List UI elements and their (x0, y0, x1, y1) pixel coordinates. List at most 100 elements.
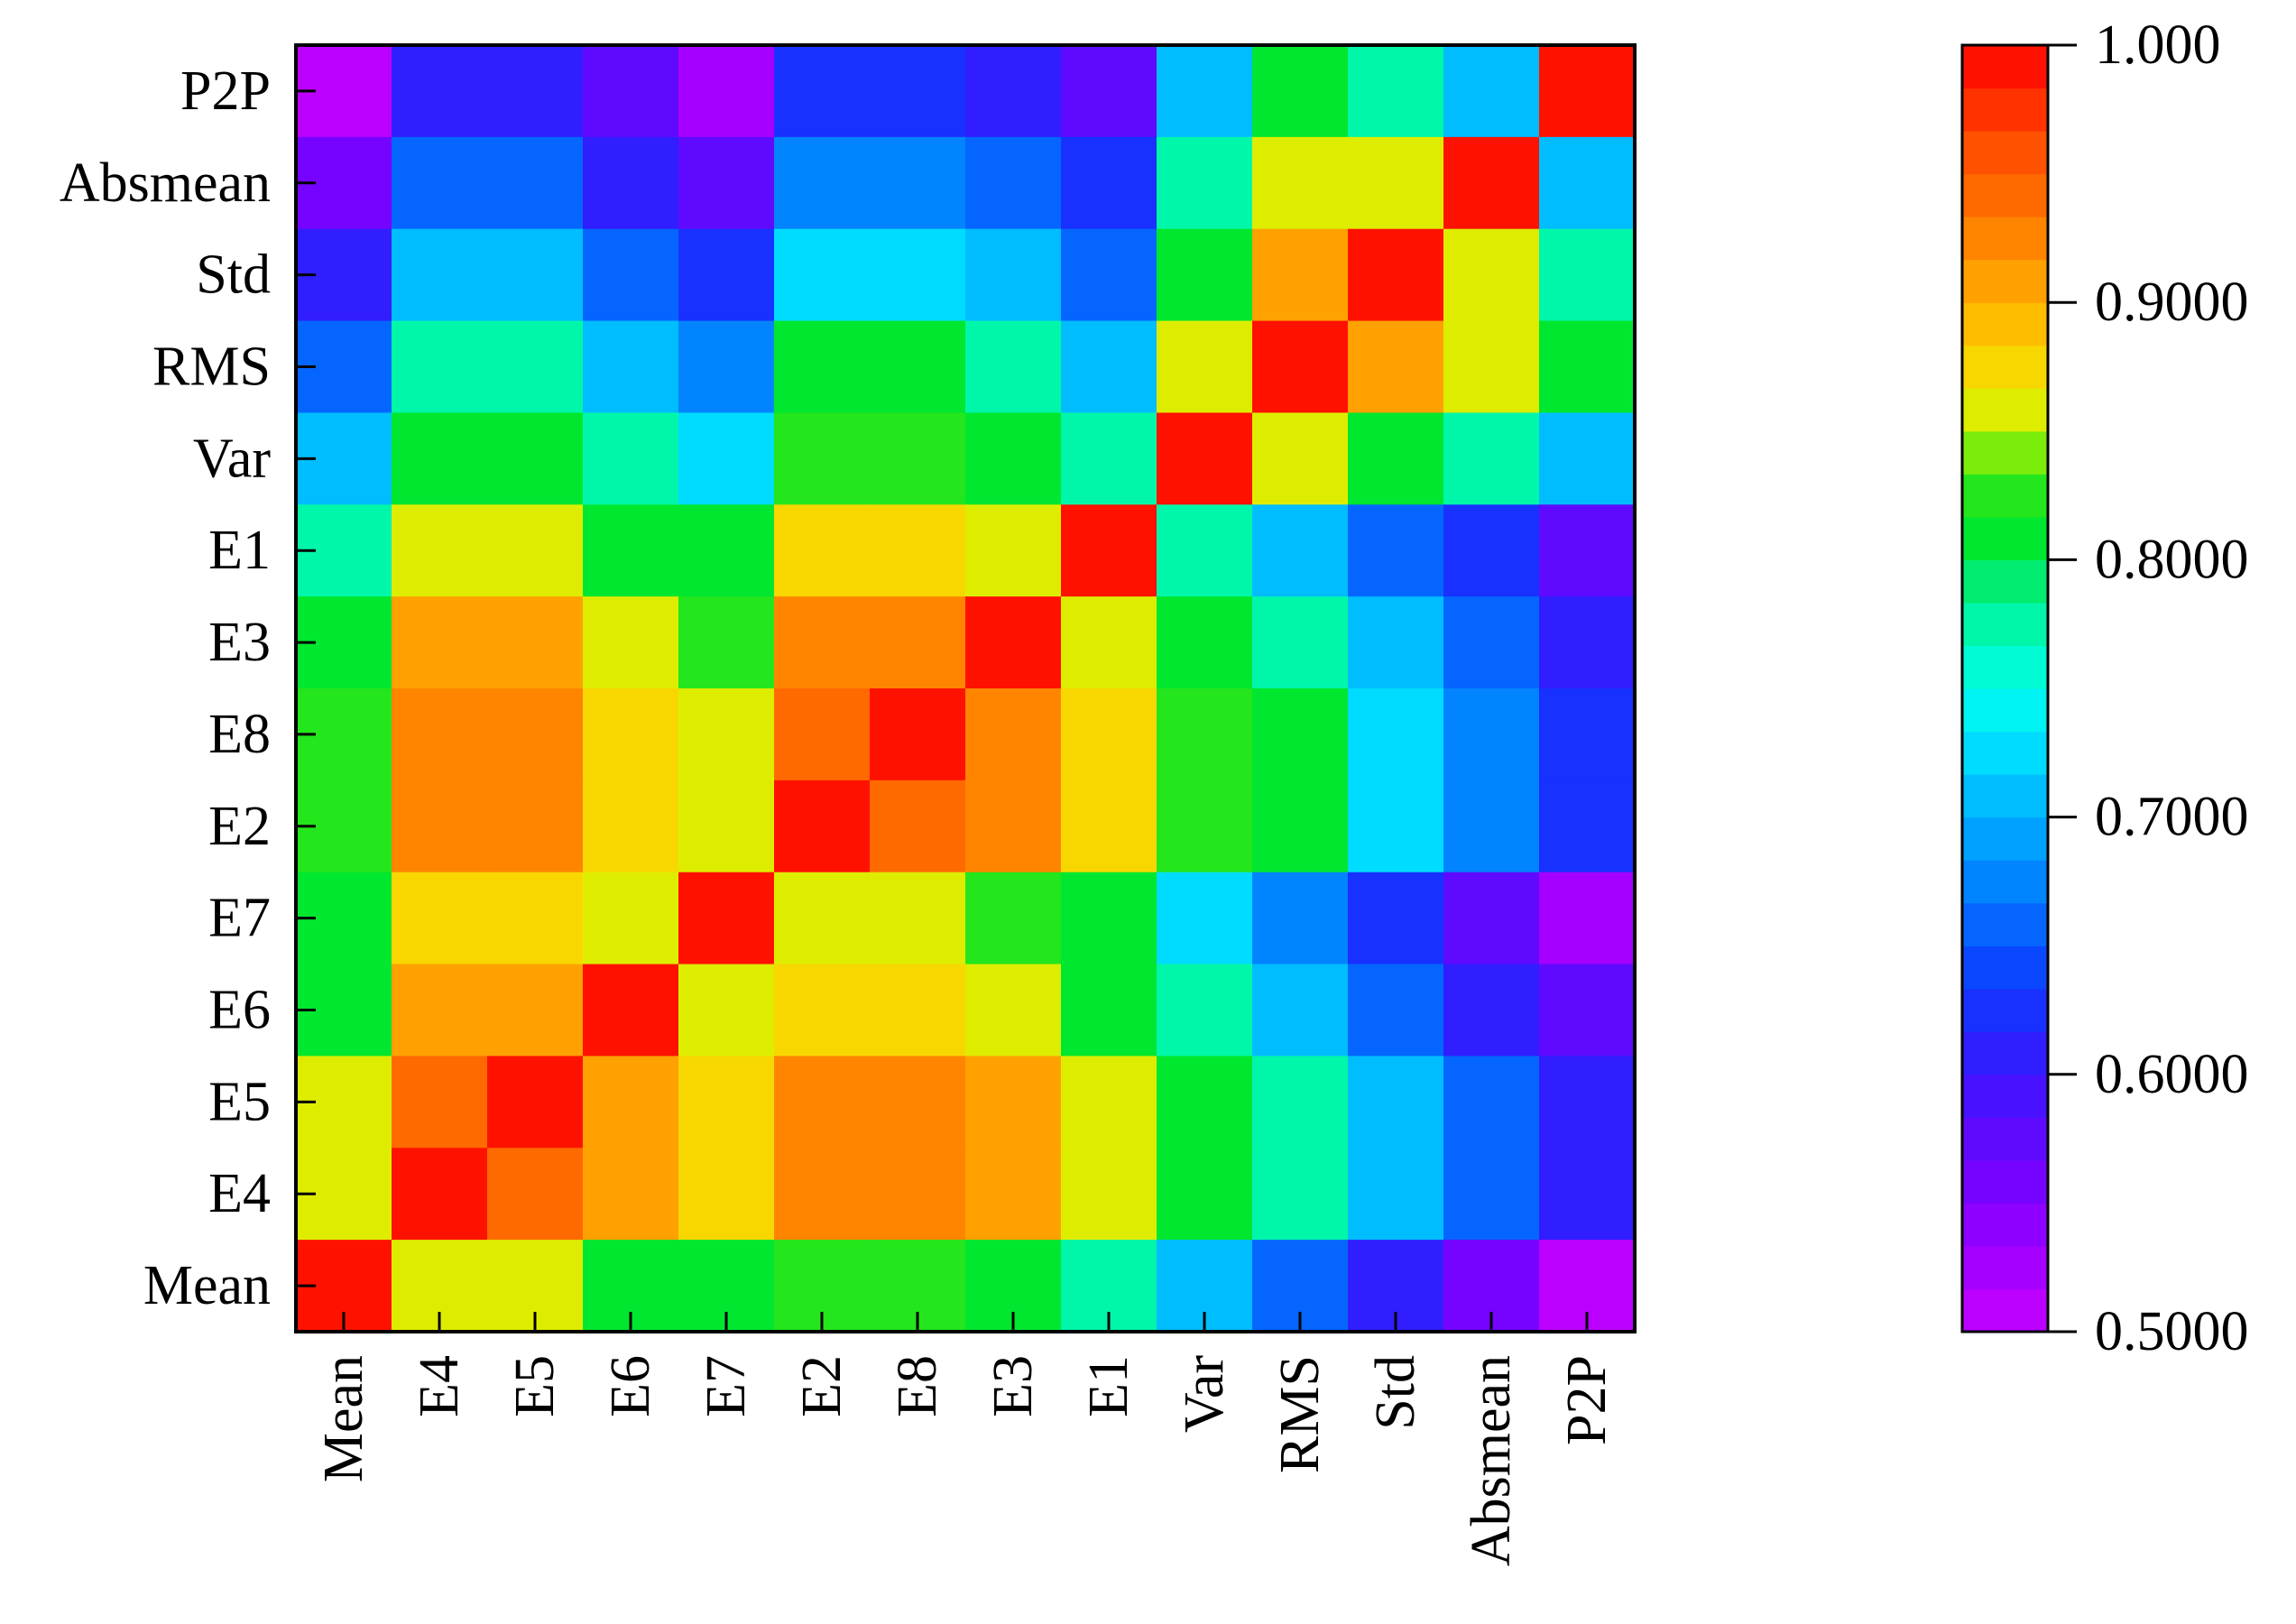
heatmap-cell-E4-E3 (965, 1148, 1062, 1241)
y-axis-ticks: P2P Absmean Std RMS Var E1 E3 E8 E2 E7 E6 E5 E4 Mean (60, 60, 316, 1316)
heatmap-cell-Absmean-E5 (487, 136, 584, 230)
colorbar-segment (1962, 345, 2048, 389)
heatmap-cell-Std-P2P (1539, 228, 1636, 322)
y-tick-label: E8 (208, 704, 271, 765)
heatmap-cell-E1-E8 (870, 504, 966, 597)
heatmap-cell-E5-E1 (1061, 1056, 1157, 1149)
y-tick-label: E4 (208, 1163, 271, 1224)
heatmap-cell-Std-Absmean (1443, 228, 1540, 322)
heatmap-cell-E2-E7 (678, 780, 775, 873)
heatmap-cell-E8-E3 (965, 688, 1062, 781)
heatmap-cell-E2-Std (1348, 780, 1444, 873)
heatmap-cell-E5-E4 (392, 1056, 488, 1149)
heatmap-cell-P2P-Var (1157, 45, 1253, 138)
heatmap-cell-Var-RMS (1252, 412, 1349, 505)
heatmap-cell-E6-Std (1348, 964, 1444, 1057)
heatmap-cell-E2-Absmean (1443, 780, 1540, 873)
heatmap-cell-E4-Var (1157, 1148, 1253, 1241)
y-tick-label: E5 (208, 1071, 271, 1132)
heatmap-cell-E4-E6 (583, 1148, 679, 1241)
heatmap-cell-Std-Std (1348, 228, 1444, 322)
heatmap-cell-E4-E8 (870, 1148, 966, 1241)
colorbar-tick-label: 0.7000 (2095, 787, 2249, 848)
colorbar-segment (1962, 259, 2048, 303)
heatmap-cell-E7-E8 (870, 872, 966, 965)
heatmap-cell-E2-E5 (487, 780, 584, 873)
heatmap-cell-RMS-E2 (774, 320, 871, 414)
heatmap-cells (296, 45, 1636, 1333)
heatmap-cell-E4-E4 (392, 1148, 488, 1241)
heatmap-cell-RMS-E4 (392, 320, 488, 414)
heatmap-cell-E6-RMS (1252, 964, 1349, 1057)
heatmap-cell-E2-E6 (583, 780, 679, 873)
y-tick-label: E7 (208, 888, 271, 949)
heatmap-cell-E3-E5 (487, 596, 584, 689)
heatmap-cell-P2P-E1 (1061, 45, 1157, 138)
heatmap-cell-P2P-E7 (678, 45, 775, 138)
heatmap-cell-Std-E2 (774, 228, 871, 322)
heatmap-cell-E2-E8 (870, 780, 966, 873)
colorbar-segment (1962, 1031, 2048, 1075)
heatmap-cell-RMS-E6 (583, 320, 679, 414)
heatmap-cell-E6-E3 (965, 964, 1062, 1057)
colorbar-segment (1962, 774, 2048, 818)
heatmap-cell-E7-P2P (1539, 872, 1636, 965)
x-tick-label: E5 (504, 1355, 566, 1417)
heatmap-cell-E8-E5 (487, 688, 584, 781)
heatmap-cell-E2-E2 (774, 780, 871, 873)
heatmap-cell-E1-Var (1157, 504, 1253, 597)
heatmap-cell-E3-E6 (583, 596, 679, 689)
heatmap-cell-E5-Absmean (1443, 1056, 1540, 1149)
heatmap-cell-E3-RMS (1252, 596, 1349, 689)
heatmap-cell-RMS-RMS (1252, 320, 1349, 414)
heatmap-cell-E3-E3 (965, 596, 1062, 689)
x-tick-label: E6 (600, 1355, 661, 1417)
heatmap-cell-E7-E2 (774, 872, 871, 965)
colorbar: 1.000 0.9000 0.8000 0.7000 0.6000 0.5000 (1960, 14, 2249, 1362)
colorbar-segment (1962, 988, 2048, 1032)
heatmap-cell-P2P-E3 (965, 45, 1062, 138)
colorbar-segment (1962, 302, 2048, 346)
heatmap-cell-Std-RMS (1252, 228, 1349, 322)
heatmap-cell-Var-E3 (965, 412, 1062, 505)
heatmap-cell-RMS-Absmean (1443, 320, 1540, 414)
heatmap-cell-P2P-E5 (487, 45, 584, 138)
heatmap-cell-Absmean-Std (1348, 136, 1444, 230)
heatmap-cell-E1-E7 (678, 504, 775, 597)
colorbar-segment (1962, 731, 2048, 775)
heatmap-cell-Std-E5 (487, 228, 584, 322)
heatmap-cell-E1-RMS (1252, 504, 1349, 597)
y-tick-label: Var (193, 428, 271, 489)
heatmap-cell-E3-E4 (392, 596, 488, 689)
heatmap-cell-RMS-E5 (487, 320, 584, 414)
heatmap-cell-RMS-P2P (1539, 320, 1636, 414)
heatmap-cell-Absmean-Var (1157, 136, 1253, 230)
heatmap-cell-E8-Var (1157, 688, 1253, 781)
heatmap-cell-E4-Std (1348, 1148, 1444, 1241)
heatmap-cell-E7-E6 (583, 872, 679, 965)
heatmap-cell-E5-P2P (1539, 1056, 1636, 1149)
heatmap-cell-E8-E2 (774, 688, 871, 781)
heatmap-cell-E7-E5 (487, 872, 584, 965)
colorbar-segment (1962, 1245, 2048, 1290)
y-tick-label: Mean (143, 1255, 271, 1316)
heatmap-cell-P2P-RMS (1252, 45, 1349, 138)
heatmap-cell-E5-RMS (1252, 1056, 1349, 1149)
heatmap-cell-Absmean-E3 (965, 136, 1062, 230)
heatmap-cell-P2P-Std (1348, 45, 1444, 138)
heatmap-cell-E8-Absmean (1443, 688, 1540, 781)
heatmap-cell-P2P-P2P (1539, 45, 1636, 138)
colorbar-segment (1962, 645, 2048, 689)
plot-frame (294, 43, 1637, 1333)
heatmap-cell-RMS-Std (1348, 320, 1444, 414)
y-tick-label: P2P (180, 60, 271, 122)
heatmap-cell-E3-P2P (1539, 596, 1636, 689)
heatmap-cell-E1-E5 (487, 504, 584, 597)
heatmap-cell-E6-Var (1157, 964, 1253, 1057)
heatmap-cell-E2-Var (1157, 780, 1253, 873)
colorbar-segment (1962, 1159, 2048, 1204)
heatmap-cell-E1-E3 (965, 504, 1062, 597)
heatmap-cell-E3-E1 (1061, 596, 1157, 689)
heatmap-cell-E6-E1 (1061, 964, 1157, 1057)
heatmap-cell-Absmean-E4 (392, 136, 488, 230)
